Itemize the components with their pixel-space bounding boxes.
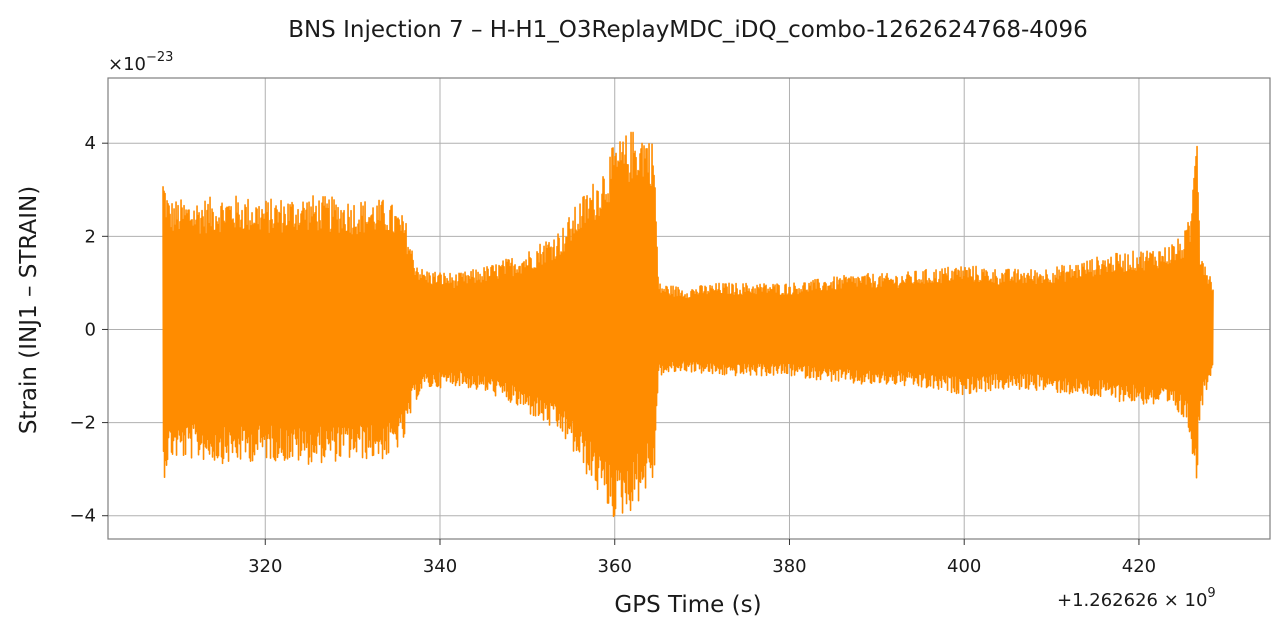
y-axis-label: Strain (INJ1 – STRAIN) — [16, 186, 42, 434]
y-scale-label: ×10 — [108, 54, 146, 75]
y-tick-label: 4 — [85, 133, 96, 154]
x-offset-label: +1.262626 × 10 — [1057, 590, 1207, 611]
series-layer — [162, 131, 1214, 518]
y-tick-label: 2 — [85, 226, 96, 247]
x-tick-label: 360 — [598, 556, 632, 577]
svg-text:×10−23: ×10−23 — [108, 50, 173, 75]
x-tick-label: 420 — [1122, 556, 1156, 577]
chart-title: BNS Injection 7 – H-H1_O3ReplayMDC_iDQ_c… — [288, 17, 1088, 43]
x-axis-ticks: 320 340 360 380 400 420 — [248, 539, 1156, 577]
x-tick-label: 400 — [947, 556, 981, 577]
x-offset: +1.262626 × 109 — [1057, 586, 1216, 611]
y-tick-label: −2 — [69, 413, 96, 434]
x-offset-exponent: 9 — [1207, 586, 1215, 601]
x-tick-label: 320 — [248, 556, 282, 577]
y-tick-label: −4 — [69, 506, 96, 527]
x-axis-label: GPS Time (s) — [614, 592, 761, 618]
y-tick-label: 0 — [85, 319, 96, 340]
plot-frame — [107, 77, 1271, 540]
y-scale-exponent: −23 — [146, 50, 173, 65]
y-scale-factor: ×10−23 — [108, 50, 173, 75]
x-tick-label: 340 — [423, 556, 457, 577]
y-axis-ticks: −4 −2 0 2 4 — [69, 133, 108, 527]
x-tick-label: 380 — [772, 556, 806, 577]
strain-series-line — [162, 131, 1214, 518]
svg-text:+1.262626 × 109: +1.262626 × 109 — [1057, 586, 1216, 611]
